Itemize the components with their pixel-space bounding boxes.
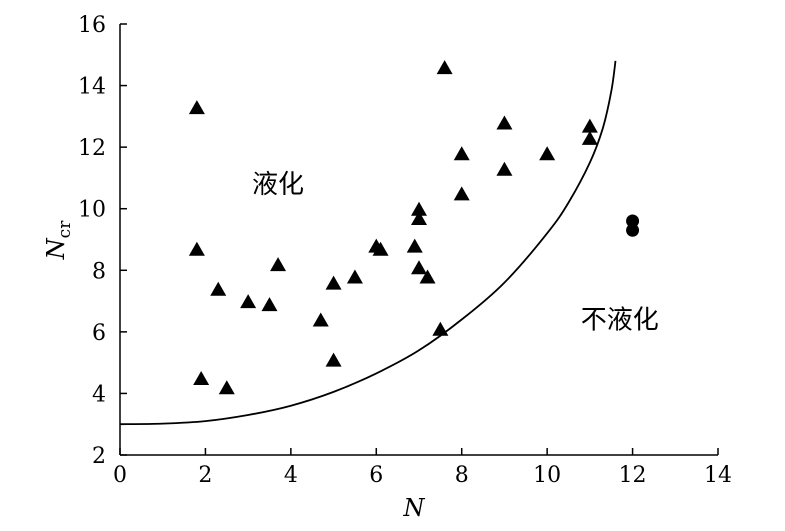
y-ticks: 2 4 6 8 10 12 14 16 (78, 13, 127, 469)
triangle-point (581, 130, 598, 145)
circle-point (626, 223, 640, 237)
triangle-point (261, 297, 278, 312)
y-tick-label: 6 (92, 321, 106, 346)
triangle-point (453, 186, 470, 201)
triangle-point (432, 321, 449, 336)
x-tick-label: 8 (455, 463, 469, 488)
data-markers (188, 60, 640, 395)
triangle-point (325, 352, 342, 367)
x-tick-label: 14 (704, 463, 732, 488)
region-label: 不液化 (581, 306, 659, 336)
y-tick-label: 4 (92, 382, 106, 407)
triangle-point (312, 312, 329, 327)
x-tick-label: 6 (369, 463, 383, 488)
plot-frame (119, 24, 718, 456)
triangle-point (193, 371, 210, 386)
triangle-point (411, 260, 427, 275)
y-tick-label: 8 (92, 259, 106, 284)
y-axis-title: Ncr (42, 220, 75, 261)
triangle-point (406, 238, 423, 253)
triangle-point (188, 100, 205, 115)
triangle-point (419, 269, 436, 284)
triangle-point (496, 161, 513, 176)
y-tick-label: 10 (78, 198, 106, 223)
triangle-point (210, 281, 227, 296)
circle-point (626, 214, 640, 228)
triangle-point (581, 118, 598, 133)
triangle-point (372, 241, 389, 256)
triangle-point (436, 60, 453, 75)
region-label: 液化 (252, 170, 304, 200)
triangle-point (411, 210, 427, 225)
triangle-point (496, 115, 513, 130)
y-tick-label: 14 (78, 75, 106, 100)
triangle-point (453, 146, 470, 161)
x-ticks: 0 2 4 6 8 10 12 14 (113, 448, 732, 488)
x-tick-label: 12 (619, 463, 647, 488)
boundary-curve (119, 60, 617, 426)
triangle-point (325, 275, 342, 290)
x-tick-label: 10 (533, 463, 561, 488)
triangle-point (411, 201, 427, 216)
triangle-point (188, 241, 205, 256)
y-axis-title-sub: cr (55, 220, 75, 239)
y-tick-label: 12 (78, 136, 106, 161)
x-tick-label: 0 (113, 463, 127, 488)
y-axis-title-main: N (42, 237, 70, 260)
triangle-point (346, 269, 363, 284)
triangle-point (539, 146, 556, 161)
x-tick-label: 4 (284, 463, 298, 488)
triangle-point (218, 380, 235, 395)
x-axis-title: N (403, 494, 426, 522)
y-tick-label: 2 (92, 444, 106, 469)
triangle-point (240, 294, 257, 309)
triangle-point (270, 257, 287, 272)
x-tick-label: 2 (198, 463, 212, 488)
y-tick-label: 16 (78, 13, 106, 38)
